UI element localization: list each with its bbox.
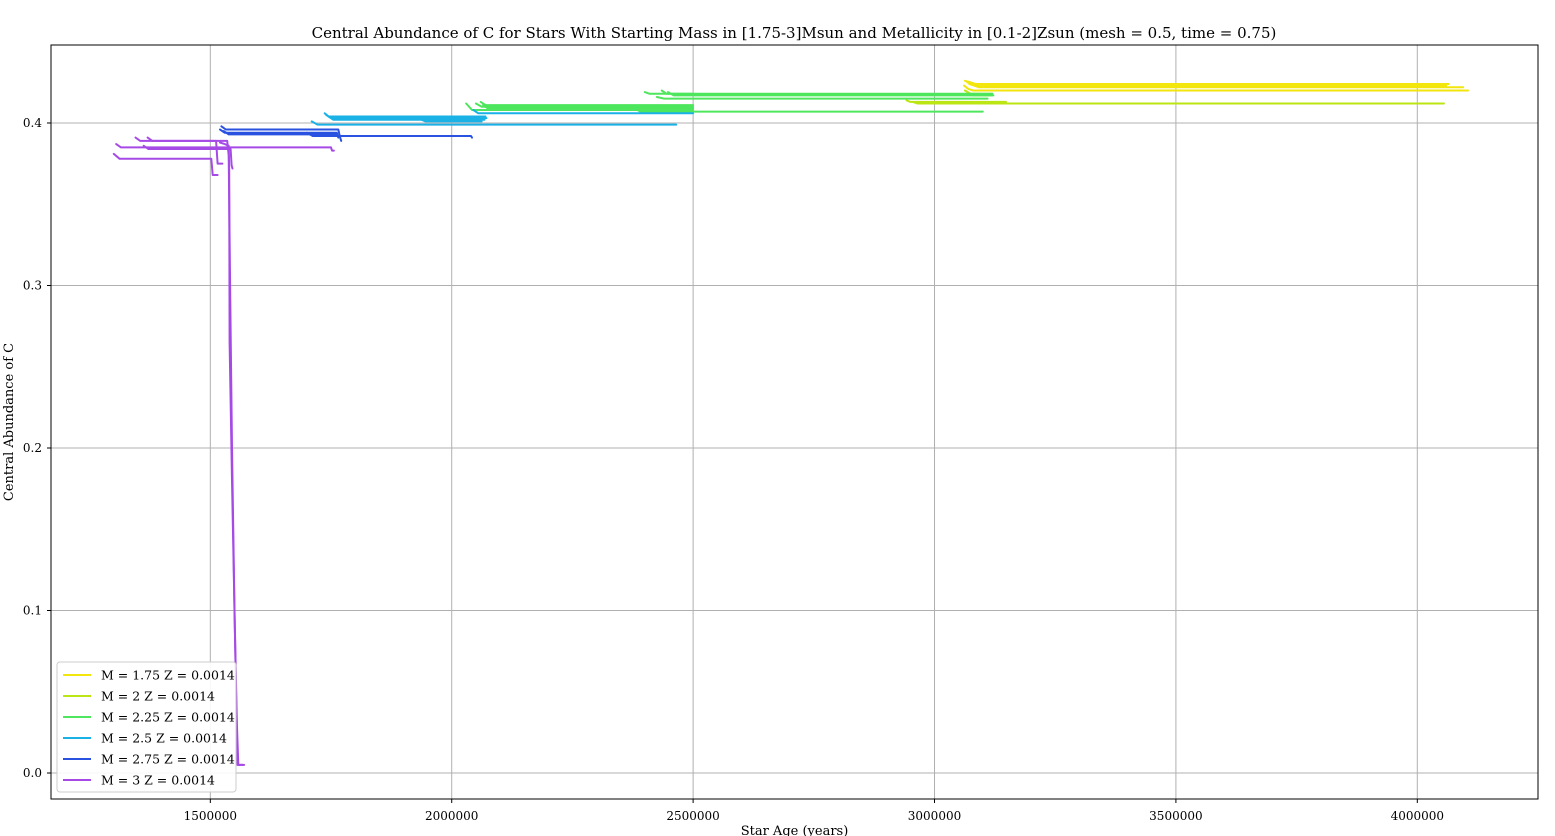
legend-label: M = 2.75 Z = 0.0014 <box>101 752 235 767</box>
legend-box <box>56 661 237 793</box>
y-tick-label: 0.2 <box>23 441 42 455</box>
series-1 <box>963 79 1469 92</box>
series-line <box>323 112 487 118</box>
legend-label: M = 3 Z = 0.0014 <box>101 773 215 788</box>
series-4 <box>310 109 695 126</box>
x-tick-label: 4000000 <box>1391 809 1444 823</box>
legend-label: M = 2.5 Z = 0.0014 <box>101 731 227 746</box>
series-line <box>966 81 1448 87</box>
series-line <box>115 143 335 152</box>
y-tick-label: 0.4 <box>23 116 42 130</box>
legend-label: M = 2 Z = 0.0014 <box>101 689 215 704</box>
series-line <box>465 102 695 111</box>
chart-title: Central Abundance of C for Stars With St… <box>312 24 1277 42</box>
series-line <box>327 115 486 121</box>
y-tick-label: 0.1 <box>23 604 42 618</box>
series-line <box>667 91 995 97</box>
series-line <box>222 130 337 136</box>
series-line <box>963 79 1450 85</box>
series-line <box>968 83 1465 89</box>
series-line <box>482 104 695 110</box>
y-tick-label: 0.0 <box>23 766 42 780</box>
chart-legend: M = 1.75 Z = 0.0014 M = 2 Z = 0.0014 M = 2… <box>56 661 237 793</box>
series-line <box>305 131 473 139</box>
series-line <box>142 144 234 170</box>
x-tick-label: 1500000 <box>184 809 237 823</box>
series-3 <box>465 89 995 113</box>
chart-grid <box>51 45 1538 799</box>
series-line <box>310 120 678 126</box>
legend-label: M = 1.75 Z = 0.0014 <box>101 668 235 683</box>
y-tick-label: 0.3 <box>23 279 42 293</box>
series-line <box>655 96 989 100</box>
series-line <box>911 100 1445 105</box>
x-axis-label: Star Age (years) <box>741 824 849 836</box>
series-line <box>643 91 994 95</box>
series-5 <box>219 125 473 142</box>
series-line <box>660 89 695 95</box>
series-line <box>474 102 695 108</box>
x-tick-label: 2000000 <box>425 809 478 823</box>
series-line <box>112 152 219 176</box>
series-line <box>963 84 1469 92</box>
x-tick-label: 3000000 <box>908 809 961 823</box>
legend-label: M = 2.25 Z = 0.0014 <box>101 710 235 725</box>
x-tick-label: 2500000 <box>666 809 719 823</box>
series-line <box>416 117 483 123</box>
series-line <box>905 99 1007 103</box>
plot-area-frame <box>50 44 1539 800</box>
series-2 <box>905 89 1445 105</box>
series-line <box>220 125 343 142</box>
series-line <box>479 100 695 107</box>
plot-series <box>112 79 1469 766</box>
x-tick-label: 3500000 <box>1149 809 1202 823</box>
y-axis-label: Central Abundance of C <box>2 343 17 501</box>
series-line <box>472 109 695 115</box>
axis-ticks: 1500000 2000000 2500000 3000000 3500000 40000… <box>23 116 1444 823</box>
